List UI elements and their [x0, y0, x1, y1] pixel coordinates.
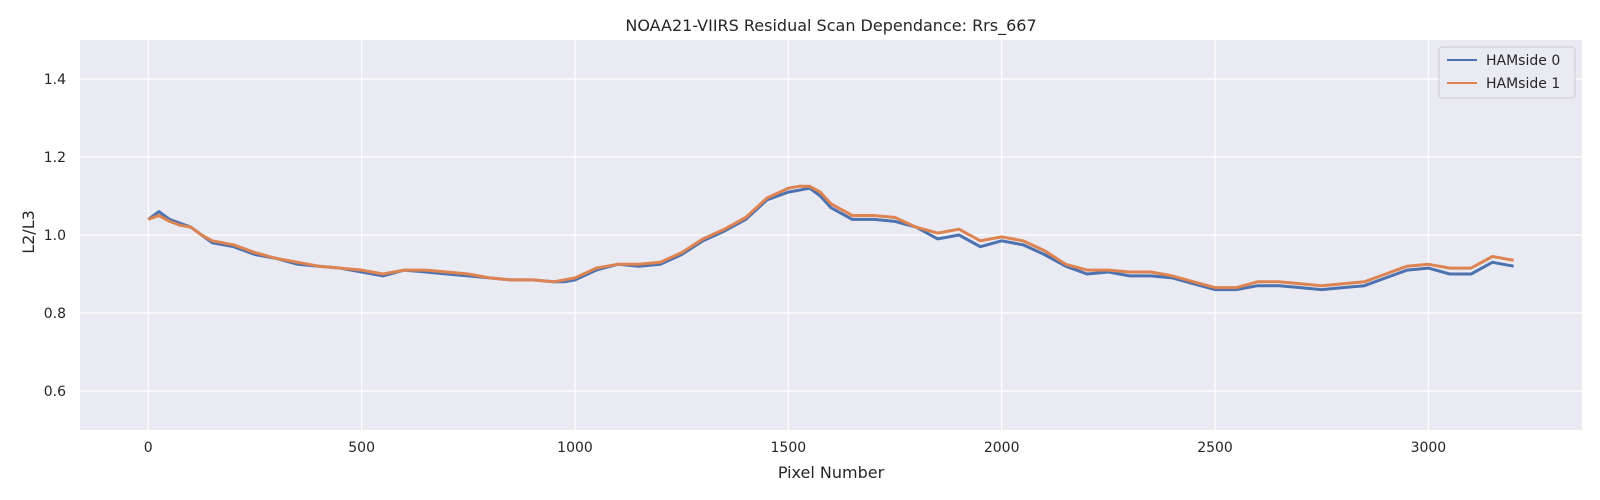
x-tick-label: 500 [348, 440, 375, 456]
legend: HAMside 0 HAMside 1 [1438, 46, 1576, 99]
x-tick-label: 2500 [1197, 440, 1233, 456]
y-axis-title: L2/L3 [19, 210, 38, 254]
x-axis-ticks: 0 500 1000 1500 2000 2500 3000 [144, 440, 1446, 456]
x-tick-label: 0 [144, 440, 153, 456]
legend-label-hamside-1: HAMside 1 [1486, 76, 1560, 92]
series-layer [147, 184, 1514, 292]
legend-label-hamside-0: HAMside 0 [1486, 53, 1560, 69]
y-tick-label: 1.2 [44, 150, 66, 166]
x-tick-label: 1500 [771, 440, 807, 456]
y-tick-label: 1.0 [44, 228, 66, 244]
x-axis-title: Pixel Number [778, 463, 885, 482]
x-tick-label: 1000 [557, 440, 593, 456]
x-tick-label: 2000 [984, 440, 1020, 456]
y-tick-label: 0.6 [44, 384, 66, 400]
y-axis-ticks: 0.6 0.8 1.0 1.2 1.4 [44, 72, 66, 400]
x-tick-label: 3000 [1411, 440, 1447, 456]
y-tick-label: 1.4 [44, 72, 66, 88]
series-line-hamside-1 [147, 184, 1514, 290]
y-tick-label: 0.8 [44, 306, 66, 322]
grid-lines [80, 40, 1582, 430]
chart-title: NOAA21-VIIRS Residual Scan Dependance: R… [625, 16, 1036, 36]
